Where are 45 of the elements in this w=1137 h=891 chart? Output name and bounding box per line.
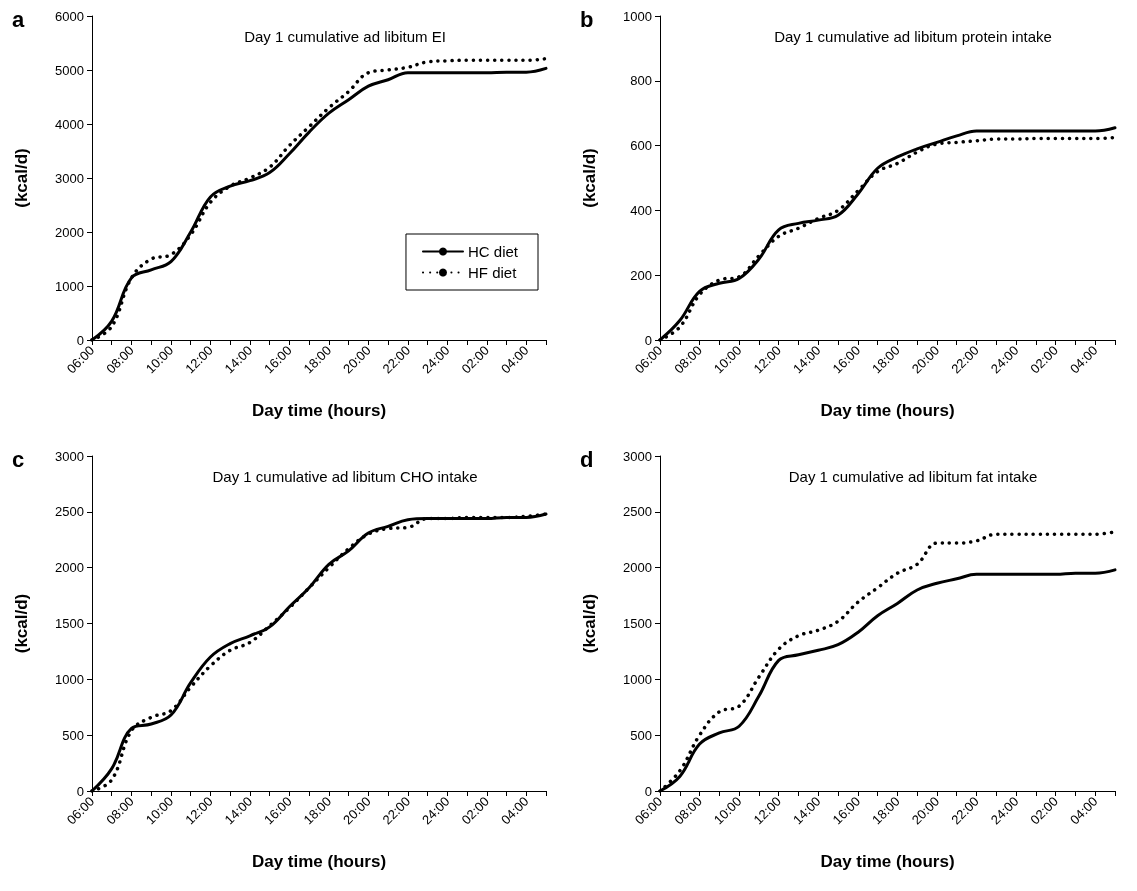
y-tick-label: 0: [644, 332, 652, 348]
y-tick-label: 2000: [623, 560, 652, 576]
x-axis-title: Day time (hours): [251, 401, 387, 420]
text: b: [580, 6, 594, 32]
text: a: [12, 6, 25, 32]
y-tick-label: 500: [62, 727, 84, 743]
x-axis-title: Day time (hours): [820, 852, 955, 871]
text: Day 1 cumulative ad libitum EI: [244, 28, 446, 45]
y-axis-title: (kcal/d): [580, 148, 599, 208]
y-tick-label: 3000: [623, 448, 652, 464]
text: Day 1 cumulative ad libitum protein intake: [774, 28, 1052, 45]
legend-label: HC diet: [467, 243, 519, 260]
y-tick-label: 0: [644, 783, 652, 799]
text: Day 1 cumulative ad libitum CHO intake: [212, 468, 478, 485]
y-tick-label: 1000: [55, 671, 84, 687]
y-tick-label: 600: [630, 138, 652, 154]
y-tick-label: 2000: [55, 224, 84, 240]
y-tick-label: 1000: [623, 671, 652, 687]
y-tick-label: 3000: [55, 170, 84, 186]
x-axis-title: Day time (hours): [251, 852, 387, 871]
y-tick-label: 5000: [55, 62, 84, 78]
x-axis-title: Day time (hours): [820, 401, 955, 420]
y-axis-title: (kcal/d): [580, 593, 599, 654]
y-tick-label: 2000: [55, 560, 84, 576]
y-tick-label: 200: [630, 267, 652, 283]
y-tick-label: 400: [630, 202, 652, 218]
y-tick-label: 1500: [623, 616, 652, 631]
y-tick-label: 4000: [55, 116, 84, 132]
y-tick-label: 2500: [623, 504, 652, 520]
text: d: [580, 446, 594, 472]
legend-label: HF diet: [467, 264, 518, 281]
y-tick-label: 6000: [55, 8, 84, 24]
y-tick-label: 800: [630, 73, 652, 89]
y-tick-label: 3000: [55, 448, 84, 464]
text: c: [12, 446, 25, 472]
y-tick-label: 1000: [55, 278, 84, 294]
y-axis-title: (kcal/d): [12, 148, 31, 208]
y-tick-label: 0: [76, 332, 84, 348]
text: Day 1 cumulative ad libitum fat intake: [788, 468, 1038, 485]
y-tick-label: 1000: [623, 8, 652, 24]
y-tick-label: 500: [630, 727, 652, 743]
y-tick-label: 2500: [55, 504, 84, 520]
y-tick-label: 0: [76, 783, 84, 799]
y-axis-title: (kcal/d): [12, 593, 31, 654]
y-tick-label: 1500: [55, 616, 84, 631]
